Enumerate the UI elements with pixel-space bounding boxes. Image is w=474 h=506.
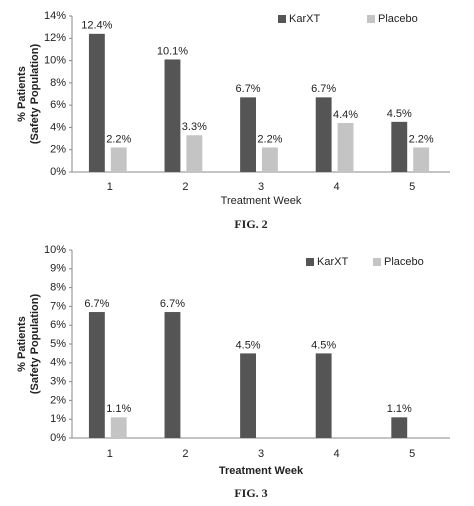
bar	[88, 33, 105, 173]
y-tick-label: 2%	[50, 394, 66, 406]
value-label: 1.1%	[387, 403, 412, 415]
bar	[413, 147, 430, 172]
y-tick-label: 6%	[50, 99, 66, 111]
x-tick-label: 3	[258, 181, 264, 193]
y-axis-label: % Patients	[16, 316, 28, 372]
value-label: 6.7%	[236, 83, 261, 95]
y-tick-label: 8%	[50, 282, 66, 294]
value-label: 4.5%	[311, 339, 336, 351]
bar	[262, 147, 278, 172]
value-label: 3.3%	[182, 121, 207, 133]
legend-swatch	[367, 15, 375, 23]
value-label: 2.2%	[409, 133, 434, 145]
y-tick-label: 3%	[50, 376, 66, 388]
value-label: 4.4%	[333, 109, 358, 121]
legend-label: KarXT	[317, 256, 348, 268]
legend-label: Placebo	[384, 256, 424, 268]
legend-swatch	[278, 15, 286, 23]
y-axis-label: (Safety Population)	[29, 294, 41, 395]
y-tick-label: 0%	[50, 166, 66, 178]
bar	[240, 353, 256, 438]
x-axis-label: Treatment Week	[219, 465, 304, 477]
y-tick-label: 5%	[50, 338, 66, 350]
bar	[391, 417, 408, 438]
bar	[315, 97, 332, 172]
x-tick-label: 4	[334, 448, 340, 460]
bar	[337, 122, 354, 172]
bar	[240, 97, 256, 172]
figure-caption: FIG. 2	[234, 217, 267, 231]
bar	[391, 121, 408, 172]
y-tick-label: 12%	[44, 32, 66, 44]
bar	[110, 147, 127, 172]
x-tick-label: 1	[107, 448, 113, 460]
bar	[186, 135, 203, 172]
legend-swatch	[306, 258, 314, 266]
x-axis-label: Treatment Week	[221, 195, 302, 207]
bar	[110, 417, 127, 438]
y-tick-label: 14%	[44, 10, 66, 22]
x-tick-label: 5	[409, 448, 415, 460]
value-label: 4.5%	[236, 339, 261, 351]
y-tick-label: 8%	[50, 77, 66, 89]
y-tick-label: 10%	[44, 54, 66, 66]
y-tick-label: 1%	[50, 413, 66, 425]
y-tick-label: 9%	[50, 263, 66, 275]
x-tick-label: 3	[258, 448, 264, 460]
x-tick-label: 1	[107, 181, 113, 193]
value-label: 6.7%	[160, 298, 185, 310]
value-label: 2.2%	[257, 133, 282, 145]
value-label: 12.4%	[81, 20, 112, 32]
x-tick-label: 5	[409, 181, 415, 193]
bar	[164, 59, 181, 173]
value-label: 10.1%	[157, 45, 188, 57]
y-tick-label: 7%	[50, 300, 66, 312]
y-tick-label: 4%	[50, 357, 66, 369]
legend-swatch	[373, 258, 381, 266]
y-tick-label: 0%	[50, 432, 66, 444]
legend-label: Placebo	[378, 13, 418, 25]
value-label: 2.2%	[106, 133, 131, 145]
bar	[315, 353, 332, 438]
y-tick-label: 10%	[44, 244, 66, 256]
value-label: 4.5%	[387, 108, 412, 120]
legend-label: KarXT	[289, 13, 320, 25]
value-label: 6.7%	[84, 298, 109, 310]
value-label: 1.1%	[106, 403, 131, 415]
y-tick-label: 2%	[50, 144, 66, 156]
x-tick-label: 2	[182, 448, 188, 460]
y-axis-label: (Safety Population)	[29, 44, 41, 145]
bar	[164, 312, 181, 438]
x-tick-label: 2	[182, 181, 188, 193]
value-label: 6.7%	[311, 83, 336, 95]
figure-caption: FIG. 3	[234, 486, 267, 500]
bar	[88, 312, 105, 438]
y-axis-label: % Patients	[16, 66, 28, 122]
x-tick-label: 4	[334, 181, 340, 193]
y-tick-label: 4%	[50, 121, 66, 133]
y-tick-label: 6%	[50, 319, 66, 331]
